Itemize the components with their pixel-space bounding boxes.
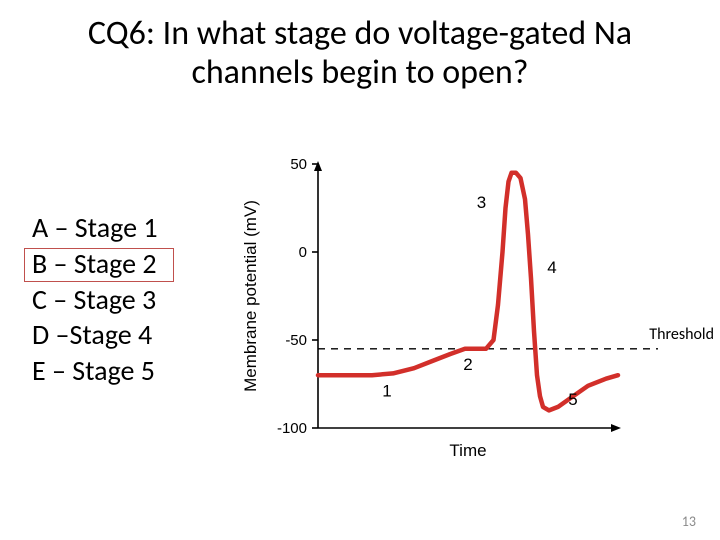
svg-text:5: 5	[568, 390, 577, 409]
svg-text:3: 3	[477, 193, 486, 212]
slide-title: CQ6: In what stage do voltage-gated Na c…	[0, 14, 720, 92]
option-d: D –Stage 4	[26, 317, 164, 353]
svg-text:Membrane potential (mV): Membrane potential (mV)	[241, 200, 260, 392]
slide: CQ6: In what stage do voltage-gated Na c…	[0, 0, 720, 540]
option-e: E – Stage 5	[26, 353, 164, 389]
title-line-2: channels begin to open?	[191, 52, 528, 93]
option-c-label: C – Stage 3	[32, 282, 156, 317]
title-line-1: CQ6: In what stage do voltage-gated Na	[88, 13, 632, 54]
svg-text:2: 2	[463, 355, 472, 374]
option-c: C – Stage 3	[26, 282, 164, 318]
option-a-label: A – Stage 1	[32, 210, 158, 245]
action-potential-chart: -100 -50 0 50 Membrane potential (mV) Time 1 2 3…	[232, 150, 658, 480]
option-d-label: D –Stage 4	[32, 317, 152, 352]
svg-text:0: 0	[299, 244, 307, 261]
svg-text:1: 1	[382, 381, 391, 400]
page-number: 13	[682, 513, 696, 530]
option-b: B – Stage 2	[26, 246, 164, 282]
option-e-label: E – Stage 5	[32, 353, 155, 388]
svg-text:-100: -100	[277, 420, 307, 437]
svg-text:50: 50	[290, 156, 307, 173]
threshold-label: Threshold	[649, 325, 714, 344]
option-b-label: B – Stage 2	[32, 246, 157, 281]
answer-options: A – Stage 1 B – Stage 2 C – Stage 3 D –S…	[26, 210, 164, 389]
svg-text:-50: -50	[285, 332, 307, 349]
chart-svg: -100 -50 0 50 Membrane potential (mV) Time 1 2 3…	[232, 150, 658, 480]
svg-text:Time: Time	[449, 441, 486, 460]
option-a: A – Stage 1	[26, 210, 164, 246]
svg-text:4: 4	[547, 258, 556, 277]
